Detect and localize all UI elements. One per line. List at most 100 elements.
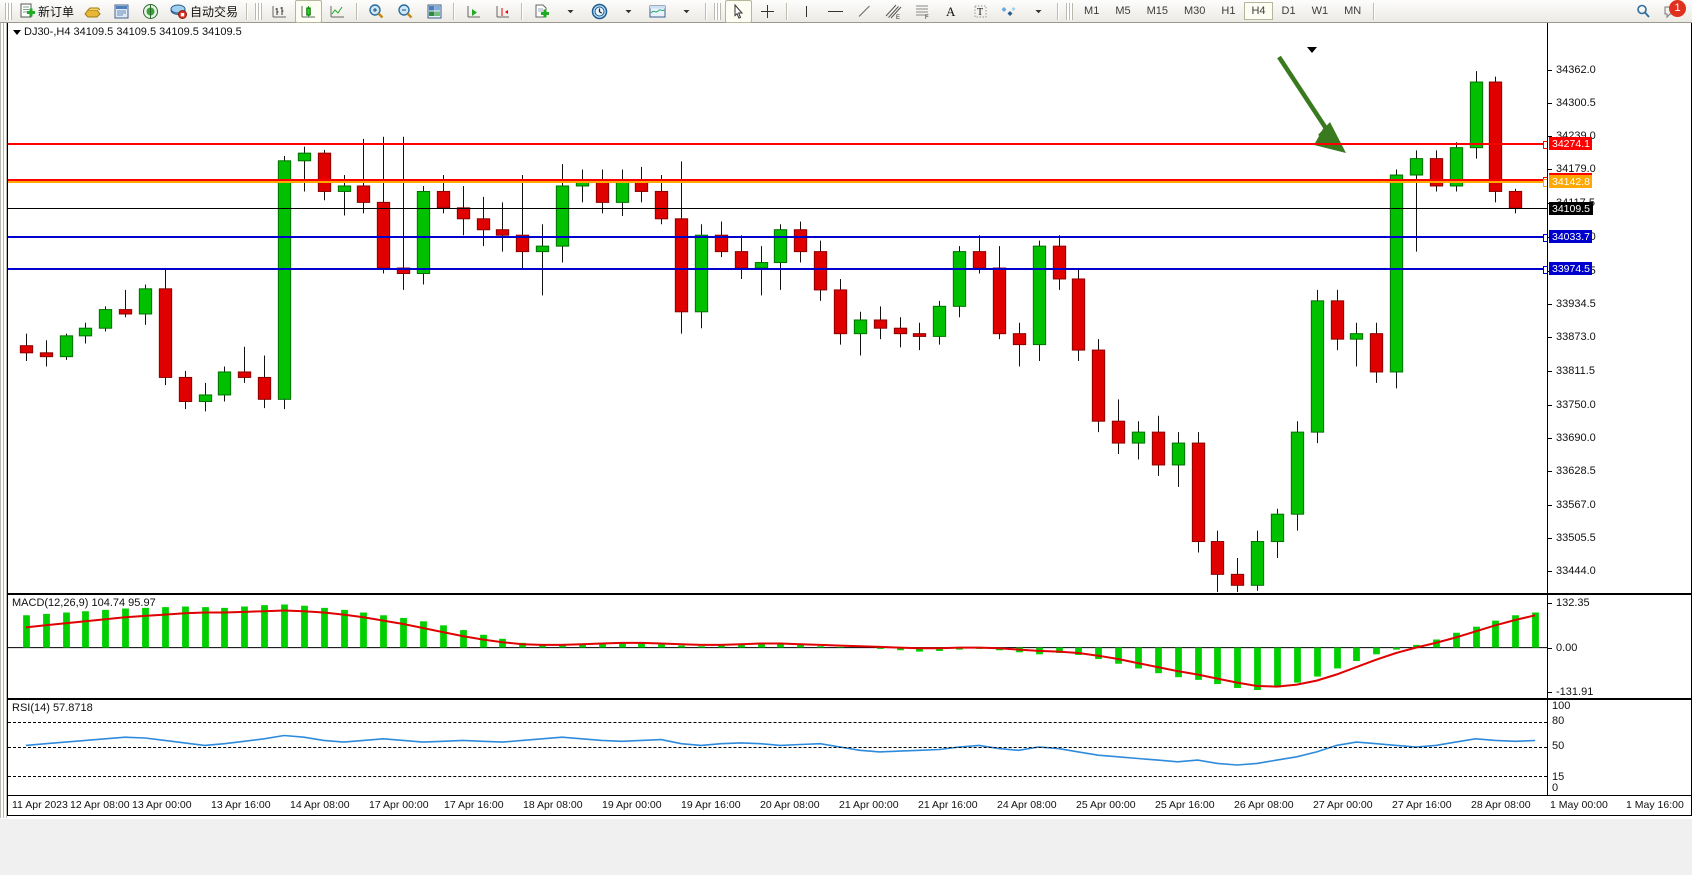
auto-trading-label: 自动交易	[190, 4, 239, 19]
shapes-icon[interactable]	[996, 0, 1023, 23]
rsi-tick-label: 50	[1552, 740, 1565, 752]
svg-text:A: A	[946, 4, 956, 19]
timeframe-toolbar-grip[interactable]	[1066, 2, 1074, 20]
macd-tick-label: -131.91	[1556, 686, 1594, 698]
rsi-tick-label: 15	[1552, 771, 1565, 783]
macd-panel[interactable]: MACD(12,26,9) 104.74 95.97 132.35 0.00 -13…	[7, 594, 1692, 699]
period-icon[interactable]	[586, 0, 613, 23]
timeframe-d1[interactable]: D1	[1281, 5, 1296, 17]
price-tick-label: 33505.5	[1556, 532, 1596, 544]
equidistant-channel-icon[interactable]: E	[880, 0, 907, 23]
price-tick-label: 33690.0	[1556, 432, 1596, 444]
chevron-down-icon-4[interactable]	[1025, 0, 1052, 23]
draw-toolbar-grip[interactable]	[714, 2, 722, 20]
vertical-line-icon[interactable]	[793, 0, 820, 23]
macd-plot[interactable]	[8, 595, 1547, 698]
chart-shift-icon[interactable]	[489, 0, 516, 23]
data-window-icon[interactable]	[421, 0, 448, 23]
line-chart-icon[interactable]	[324, 0, 351, 23]
alerts-icon[interactable]: 1	[1659, 0, 1686, 23]
timeframe-m15[interactable]: M15	[1146, 5, 1168, 17]
toolbar-separator-5	[705, 2, 708, 20]
price-level-line[interactable]	[8, 143, 1547, 145]
rsi-tick: 50	[1548, 740, 1564, 752]
add-indicator-icon[interactable]	[528, 0, 555, 23]
price-tick: 34179.0	[1548, 163, 1596, 175]
timeframe-h1[interactable]: H1	[1221, 5, 1236, 17]
macd-tick: 0.00	[1548, 642, 1577, 654]
price-tick: 33811.5	[1548, 365, 1595, 377]
toolbar-separator-6	[786, 2, 789, 20]
price-level-line[interactable]	[8, 236, 1547, 238]
trade-toolbar-group: 新订单 自动交易	[15, 1, 242, 22]
rsi-axis[interactable]: 100 80 50 15 0	[1547, 700, 1691, 795]
chart-area[interactable]: DJ30-,H4 34109.5 34109.5 34109.5 34109.5…	[0, 23, 1692, 875]
price-tick: 33628.5	[1548, 465, 1596, 477]
price-level-line[interactable]	[8, 179, 1547, 181]
timeframe-h4[interactable]: H4	[1244, 2, 1273, 20]
chevron-down-icon[interactable]	[557, 0, 584, 23]
market-watch-icon[interactable]	[108, 0, 135, 23]
cursor-icon[interactable]	[725, 0, 753, 23]
price-level-handle[interactable]	[1543, 141, 1547, 149]
macd-header: MACD(12,26,9) 104.74 95.97	[12, 597, 156, 609]
rsi-tick: 0	[1548, 782, 1558, 794]
time-axis-label: 14 Apr 08:00	[290, 799, 350, 811]
timeframe-w1[interactable]: W1	[1311, 5, 1329, 17]
timeframe-mn[interactable]: MN	[1344, 5, 1362, 17]
price-level-tag: 34274.1	[1549, 137, 1592, 150]
auto-trading-button[interactable]: 自动交易	[166, 0, 241, 23]
zoom-out-icon[interactable]	[392, 0, 419, 23]
price-tick-label: 34362.0	[1556, 64, 1596, 76]
candlestick-chart-icon[interactable]	[295, 0, 323, 23]
macd-axis[interactable]: 132.35 0.00 -131.91	[1547, 595, 1691, 698]
crosshair-icon[interactable]	[754, 0, 781, 23]
price-tick-label: 33750.0	[1556, 399, 1596, 411]
templates-icon[interactable]	[644, 0, 671, 23]
bar-chart-icon[interactable]	[266, 0, 293, 23]
macd-tick-label: 132.35	[1556, 597, 1590, 609]
fibonacci-icon[interactable]: F	[909, 0, 936, 23]
price-plot[interactable]	[8, 23, 1547, 593]
price-chart-panel[interactable]: DJ30-,H4 34109.5 34109.5 34109.5 34109.5…	[7, 23, 1692, 611]
price-axis[interactable]: 34362.034300.534239.034179.034117.534056…	[1547, 23, 1691, 611]
price-level-line[interactable]	[8, 268, 1547, 270]
price-tick-label: 33811.5	[1556, 365, 1595, 377]
rsi-plot[interactable]	[8, 700, 1547, 795]
time-axis-label: 17 Apr 00:00	[369, 799, 429, 811]
toolbar-separator-3	[453, 2, 456, 20]
chart-menu-caret-icon[interactable]	[13, 30, 21, 35]
auto-scroll-icon[interactable]	[460, 0, 487, 23]
timeframe-m30[interactable]: M30	[1184, 5, 1206, 17]
gold-bar-icon[interactable]	[79, 0, 106, 23]
zoom-in-icon[interactable]	[363, 0, 390, 23]
text-icon[interactable]: T	[967, 0, 994, 23]
status-bar	[0, 818, 1692, 875]
rsi-tick: 100	[1548, 700, 1570, 712]
price-level-handle[interactable]	[1543, 179, 1547, 187]
horizontal-line-icon[interactable]	[822, 0, 849, 23]
price-tick-label: 33628.5	[1556, 465, 1596, 477]
price-level-tag: 34142.8	[1549, 175, 1592, 188]
chevron-down-icon-3[interactable]	[673, 0, 700, 23]
text-label-icon[interactable]: A	[938, 0, 965, 23]
price-level-line[interactable]	[8, 181, 1547, 183]
new-order-button[interactable]: 新订单	[16, 0, 77, 23]
toolbar-separator-4	[521, 2, 524, 20]
price-level-handle[interactable]	[1543, 266, 1547, 274]
search-icon[interactable]	[1630, 0, 1657, 23]
toolbar-grip[interactable]	[5, 2, 12, 20]
trendline-icon[interactable]	[851, 0, 878, 23]
time-axis[interactable]: 11 Apr 2023 12 Apr 08:00 13 Apr 00:00 13 Ap…	[7, 796, 1692, 816]
price-level-handle[interactable]	[1543, 234, 1547, 242]
svg-text:E: E	[896, 15, 900, 20]
chart-left-grip[interactable]	[0, 23, 7, 851]
scroll-group	[459, 1, 517, 22]
timeframe-m5[interactable]: M5	[1115, 5, 1131, 17]
price-tick: 34362.0	[1548, 64, 1596, 76]
chevron-down-icon-2[interactable]	[615, 0, 642, 23]
rsi-panel[interactable]: RSI(14) 57.8718 100 80 50 15 0	[7, 699, 1692, 796]
timeframe-m1[interactable]: M1	[1084, 5, 1100, 17]
navigator-icon[interactable]	[137, 0, 164, 23]
chart-toolbar-grip[interactable]	[255, 2, 263, 20]
